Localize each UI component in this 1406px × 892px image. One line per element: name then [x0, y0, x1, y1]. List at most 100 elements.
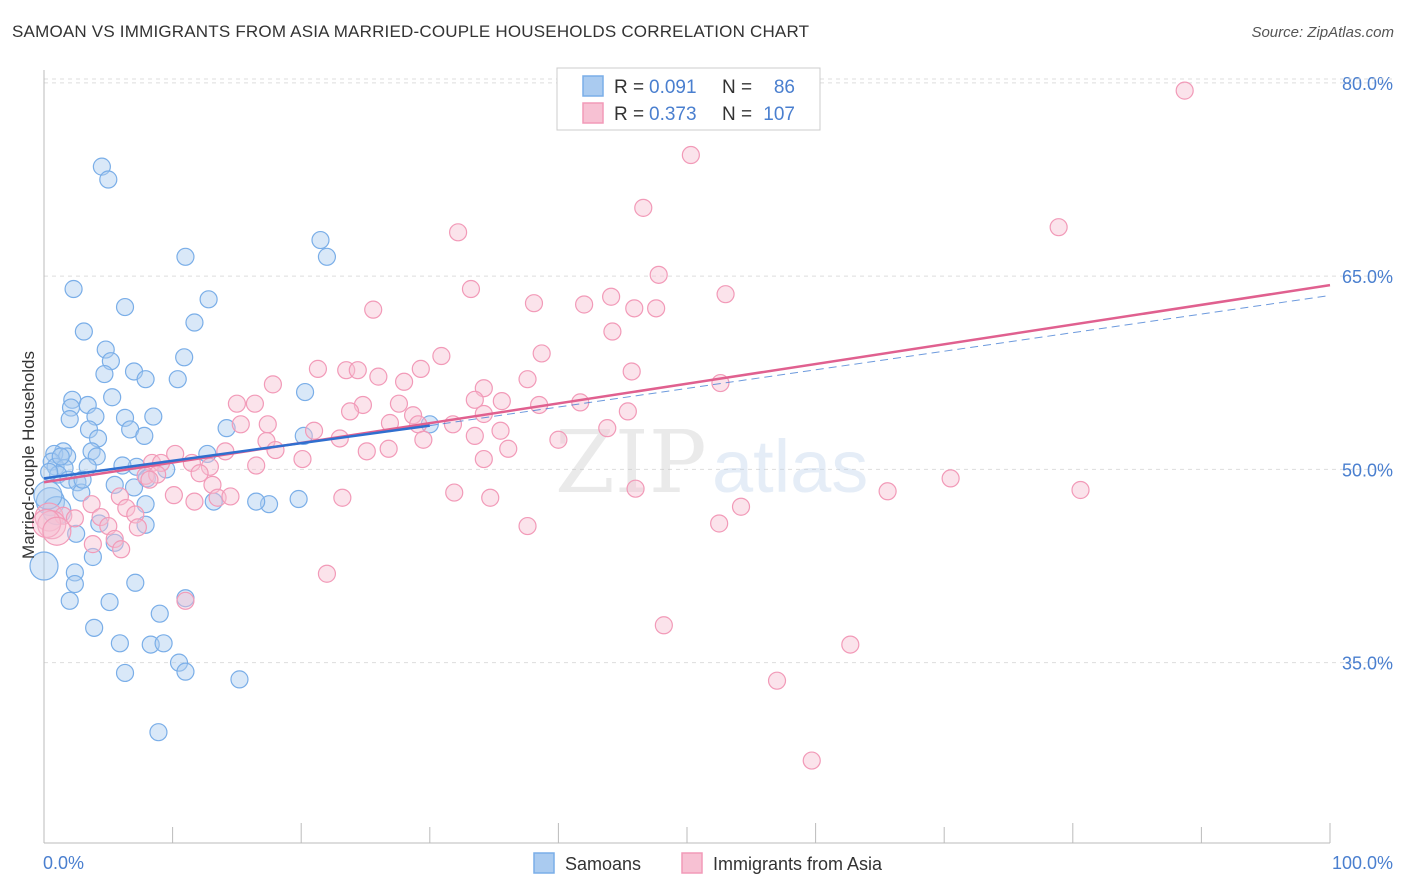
y-tick-label: 65.0%	[1342, 267, 1393, 287]
bottom-legend-samoans: Samoans	[565, 854, 641, 874]
immigrants-point	[340, 402, 360, 421]
x-tick-label-min: 0.0%	[43, 853, 84, 873]
samoans-point	[136, 370, 155, 389]
grid-layer: 35.0% 50.0% 65.0% 80.0%	[44, 74, 1393, 674]
samoans-point	[105, 533, 124, 552]
samoans-point	[103, 388, 122, 407]
legend-swatch-samoans	[582, 75, 604, 97]
bottom-legend: Samoans Immigrants from Asia	[533, 852, 883, 874]
legend-n-label-1: N =	[722, 77, 752, 98]
samoans-point	[169, 653, 189, 672]
samoans-point	[110, 634, 129, 653]
samoans-point	[105, 475, 124, 494]
immigrants-point	[575, 295, 594, 314]
samoans-point	[217, 419, 236, 438]
immigrants-point	[532, 344, 551, 363]
immigrants-point	[140, 470, 159, 489]
y-tick-label: 35.0%	[1342, 654, 1393, 674]
immigrants-point	[654, 616, 673, 635]
legend-n-value-1: 86	[774, 77, 795, 98]
immigrants-point	[716, 285, 735, 304]
samoans-point	[230, 670, 249, 689]
immigrants-point	[208, 488, 227, 507]
immigrants-point	[474, 449, 493, 469]
immigrants-point	[185, 492, 204, 511]
immigrants-point	[221, 487, 240, 506]
immigrants-point	[176, 591, 195, 610]
immigrants-point	[369, 367, 388, 386]
immigrants-point	[492, 392, 511, 411]
samoans-point	[124, 478, 144, 497]
immigrants-point	[1071, 480, 1090, 500]
immigrants-point	[389, 394, 409, 413]
samoans-point	[115, 408, 135, 427]
immigrants-point	[231, 415, 250, 434]
samoans-point	[87, 447, 106, 466]
immigrants-point	[1049, 218, 1068, 237]
immigrants-point	[112, 540, 131, 559]
bottom-legend-swatch-samoans	[533, 852, 555, 874]
samoans-point	[295, 382, 315, 402]
samoans-point	[176, 662, 195, 681]
immigrants-point	[634, 198, 653, 217]
immigrants-point	[878, 482, 897, 501]
legend-r-label-2: R =	[614, 104, 644, 125]
samoans-point	[150, 604, 169, 623]
samoans-point	[175, 348, 194, 367]
immigrants-point	[304, 421, 324, 440]
immigrants-point	[263, 375, 283, 394]
immigrants-point	[625, 299, 644, 318]
samoans-trend-extension	[429, 294, 1331, 427]
samoans-point	[100, 592, 119, 612]
immigrants-point	[622, 362, 641, 381]
legend-box: R = 0.091 N = 86 R = 0.373 N = 107	[556, 67, 821, 131]
immigrants-point	[200, 457, 219, 476]
samoans-point	[51, 447, 70, 466]
immigrants-point	[1175, 81, 1194, 100]
samoans-point	[115, 297, 135, 317]
immigrants-point	[83, 535, 102, 554]
immigrants-point	[348, 361, 367, 380]
samoans-point	[294, 426, 313, 445]
immigrants-point	[128, 518, 147, 537]
legend-n-value-2: 107	[763, 104, 795, 125]
immigrants-point	[414, 430, 433, 449]
immigrants-point	[598, 419, 617, 438]
immigrants-point	[649, 265, 668, 284]
immigrants-point	[841, 635, 860, 654]
immigrants-point	[379, 439, 398, 458]
immigrants-point	[82, 495, 101, 514]
immigrants-point	[941, 469, 960, 488]
immigrants-point	[31, 508, 62, 539]
samoans-point	[74, 322, 93, 341]
immigrants-point	[767, 671, 787, 690]
immigrants-point	[461, 279, 481, 299]
immigrants-point	[258, 415, 277, 434]
legend-r-label-1: R =	[614, 77, 644, 98]
watermark-zip: ZIP	[555, 413, 707, 513]
samoans-points	[29, 157, 439, 742]
immigrants-point	[618, 402, 637, 421]
immigrants-point	[266, 440, 285, 460]
y-tick-label: 80.0%	[1342, 74, 1393, 94]
immigrants-point	[364, 300, 383, 319]
immigrants-point	[164, 486, 183, 505]
legend-r-value-2: 0.373	[649, 104, 697, 125]
samoans-point	[29, 551, 59, 581]
immigrants-point	[802, 751, 821, 770]
immigrants-point	[448, 223, 468, 242]
samoans-point	[72, 483, 91, 502]
immigrants-point	[110, 487, 129, 506]
samoans-point	[135, 426, 154, 445]
y-axis-label: Married-couple Households	[19, 351, 38, 559]
immigrants-point	[549, 430, 568, 449]
samoans-point	[85, 618, 104, 637]
immigrants-point	[432, 346, 451, 366]
immigrants-point	[481, 488, 500, 507]
immigrants-points	[31, 81, 1194, 770]
samoans-point	[144, 407, 163, 426]
samoans-point	[317, 247, 337, 266]
samoans-point	[247, 492, 266, 511]
samoans-point	[176, 247, 195, 266]
source-label: Source: ZipAtlas.com	[1251, 24, 1394, 41]
